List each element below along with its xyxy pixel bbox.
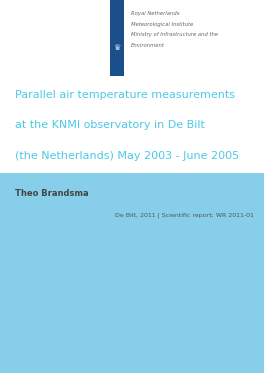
- Text: Environment: Environment: [131, 43, 164, 47]
- Text: Meteorological Institute: Meteorological Institute: [131, 22, 193, 26]
- Text: at the KNMI observatory in De Bilt: at the KNMI observatory in De Bilt: [15, 120, 204, 131]
- Bar: [0, 173, 264, 373]
- Text: Royal Netherlands: Royal Netherlands: [131, 11, 179, 16]
- Text: (the Netherlands) May 2003 - June 2005: (the Netherlands) May 2003 - June 2005: [15, 151, 239, 162]
- Text: ♛: ♛: [113, 43, 121, 52]
- Text: De Bilt, 2011 | Scientific report; WR 2011-01: De Bilt, 2011 | Scientific report; WR 20…: [115, 213, 253, 218]
- Text: Parallel air temperature measurements: Parallel air temperature measurements: [15, 90, 234, 100]
- Bar: [110, 0, 124, 76]
- Text: Ministry of Infrastructure and the: Ministry of Infrastructure and the: [131, 32, 218, 37]
- Text: Theo Brandsma: Theo Brandsma: [15, 189, 88, 198]
